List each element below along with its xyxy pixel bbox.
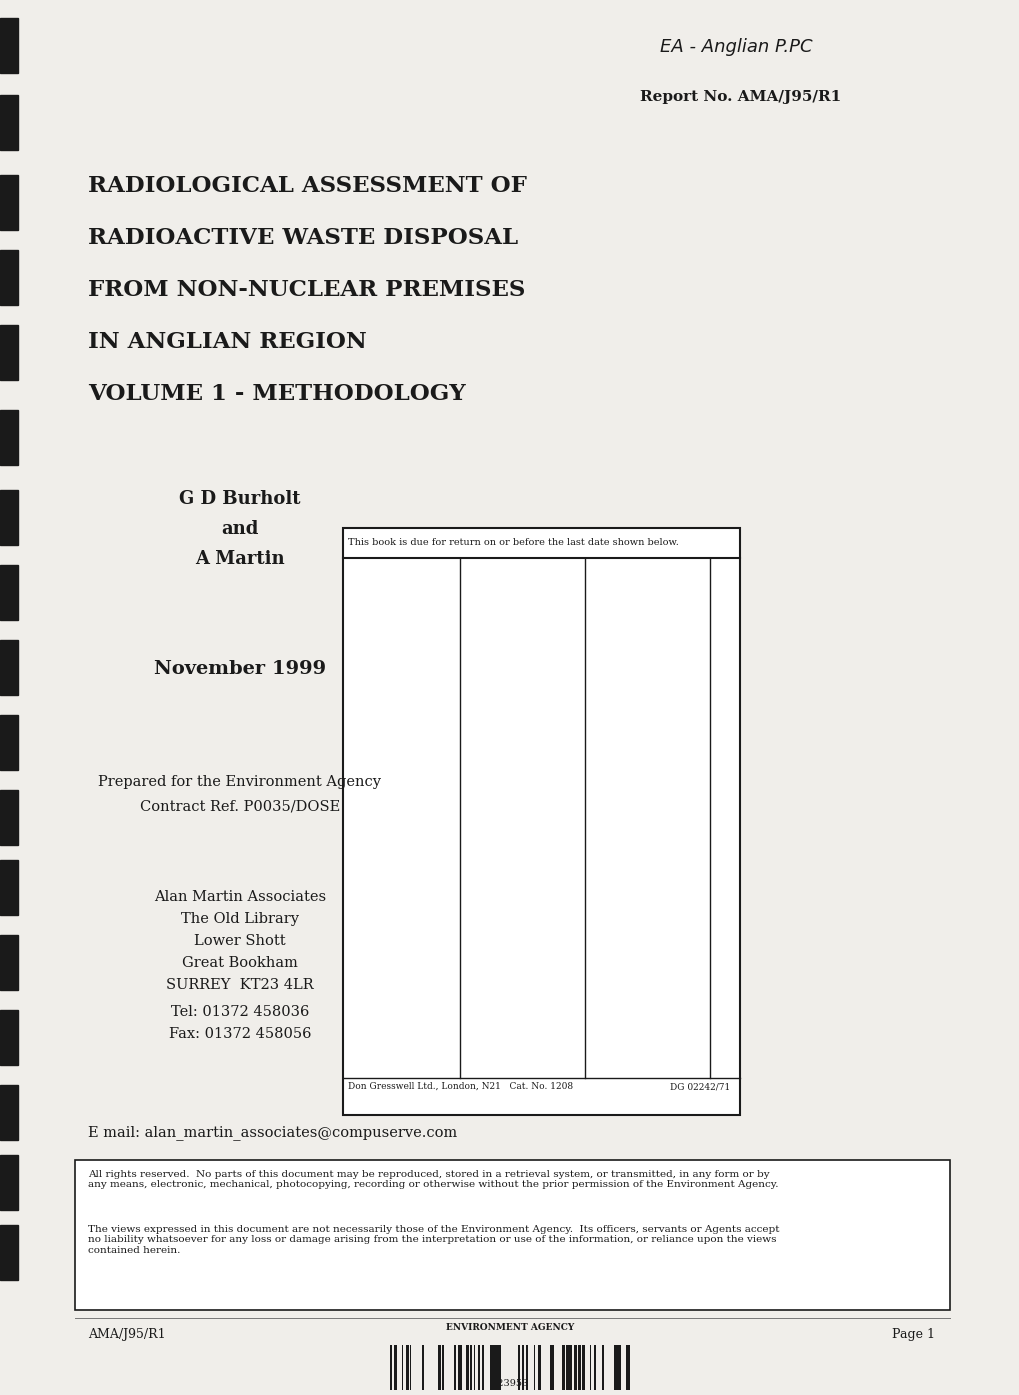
Text: Don Gresswell Ltd., London, N21   Cat. No. 1208: Don Gresswell Ltd., London, N21 Cat. No.… <box>347 1083 573 1091</box>
Bar <box>0 174 18 230</box>
Text: Lower Shott: Lower Shott <box>194 935 285 949</box>
Text: Contract Ref. P0035/DOSE: Contract Ref. P0035/DOSE <box>140 799 339 815</box>
Bar <box>474 1345 475 1389</box>
Text: E mail: alan_martin_associates@compuserve.com: E mail: alan_martin_associates@compuserv… <box>88 1124 457 1140</box>
Text: The Old Library: The Old Library <box>180 912 299 926</box>
Bar <box>0 95 18 151</box>
Bar <box>0 250 18 306</box>
Text: A Martin: A Martin <box>195 550 284 568</box>
Bar <box>578 1345 581 1389</box>
Bar <box>534 1345 535 1389</box>
Text: DG 02242/71: DG 02242/71 <box>669 1083 730 1091</box>
Bar <box>466 1345 469 1389</box>
Bar <box>0 716 18 770</box>
Bar <box>537 1345 541 1389</box>
Bar <box>0 790 18 845</box>
Text: and: and <box>221 520 259 538</box>
Bar <box>549 1345 553 1389</box>
Bar <box>526 1345 527 1389</box>
Bar <box>618 1345 621 1389</box>
Bar <box>593 1345 595 1389</box>
Bar <box>589 1345 591 1389</box>
Bar <box>574 1345 577 1389</box>
Bar <box>0 565 18 619</box>
Bar <box>0 1010 18 1064</box>
Bar <box>458 1345 462 1389</box>
Text: Great Bookham: Great Bookham <box>181 956 298 970</box>
Bar <box>437 1345 440 1389</box>
Text: Prepared for the Environment Agency: Prepared for the Environment Agency <box>99 776 381 790</box>
Text: Fax: 01372 458056: Fax: 01372 458056 <box>168 1027 311 1041</box>
Bar <box>582 1345 584 1389</box>
Text: AMA/J95/R1: AMA/J95/R1 <box>88 1328 165 1341</box>
Text: Tel: 01372 458036: Tel: 01372 458036 <box>170 1004 309 1018</box>
Text: November 1999: November 1999 <box>154 660 326 678</box>
Bar <box>497 1345 500 1389</box>
Bar <box>561 1345 565 1389</box>
Bar <box>422 1345 424 1389</box>
Bar <box>566 1345 570 1389</box>
Bar <box>518 1345 520 1389</box>
Text: ENVIRONMENT AGENCY: ENVIRONMENT AGENCY <box>445 1322 574 1332</box>
Bar <box>601 1345 604 1389</box>
Bar <box>0 859 18 915</box>
Text: Report No. AMA/J95/R1: Report No. AMA/J95/R1 <box>639 91 841 105</box>
Bar <box>0 1085 18 1140</box>
Bar <box>522 1345 523 1389</box>
Bar <box>570 1345 571 1389</box>
Text: All rights reserved.  No parts of this document may be reproduced, stored in a r: All rights reserved. No parts of this do… <box>88 1170 777 1190</box>
Bar <box>489 1345 493 1389</box>
Text: RADIOACTIVE WASTE DISPOSAL: RADIOACTIVE WASTE DISPOSAL <box>88 227 518 248</box>
Bar <box>393 1345 396 1389</box>
Bar <box>613 1345 618 1389</box>
Bar <box>75 1161 949 1310</box>
Bar <box>470 1345 471 1389</box>
Bar <box>0 640 18 695</box>
Bar <box>441 1345 443 1389</box>
Bar <box>0 935 18 990</box>
Bar <box>478 1345 480 1389</box>
Text: RADIOLOGICAL ASSESSMENT OF: RADIOLOGICAL ASSESSMENT OF <box>88 174 527 197</box>
Bar <box>453 1345 455 1389</box>
Text: 123953: 123953 <box>491 1380 528 1388</box>
Bar <box>493 1345 497 1389</box>
Bar <box>342 527 739 1115</box>
Text: SURREY  KT23 4LR: SURREY KT23 4LR <box>166 978 314 992</box>
Bar <box>0 1155 18 1209</box>
Bar <box>0 490 18 545</box>
Text: Alan Martin Associates: Alan Martin Associates <box>154 890 326 904</box>
Text: FROM NON-NUCLEAR PREMISES: FROM NON-NUCLEAR PREMISES <box>88 279 525 301</box>
Bar <box>401 1345 404 1389</box>
Bar <box>626 1345 629 1389</box>
Text: G D Burholt: G D Burholt <box>179 490 301 508</box>
Bar <box>0 410 18 465</box>
Text: VOLUME 1 - METHODOLOGY: VOLUME 1 - METHODOLOGY <box>88 384 465 405</box>
Bar <box>0 1225 18 1281</box>
Bar <box>0 325 18 379</box>
Text: EA - Anglian P.PC: EA - Anglian P.PC <box>659 38 812 56</box>
Bar <box>410 1345 411 1389</box>
Bar <box>389 1345 392 1389</box>
Text: IN ANGLIAN REGION: IN ANGLIAN REGION <box>88 331 367 353</box>
Bar <box>482 1345 484 1389</box>
Bar <box>0 18 18 73</box>
Text: Page 1: Page 1 <box>892 1328 934 1341</box>
Bar <box>406 1345 409 1389</box>
Text: The views expressed in this document are not necessarily those of the Environmen: The views expressed in this document are… <box>88 1225 779 1254</box>
Text: This book is due for return on or before the last date shown below.: This book is due for return on or before… <box>347 538 679 547</box>
